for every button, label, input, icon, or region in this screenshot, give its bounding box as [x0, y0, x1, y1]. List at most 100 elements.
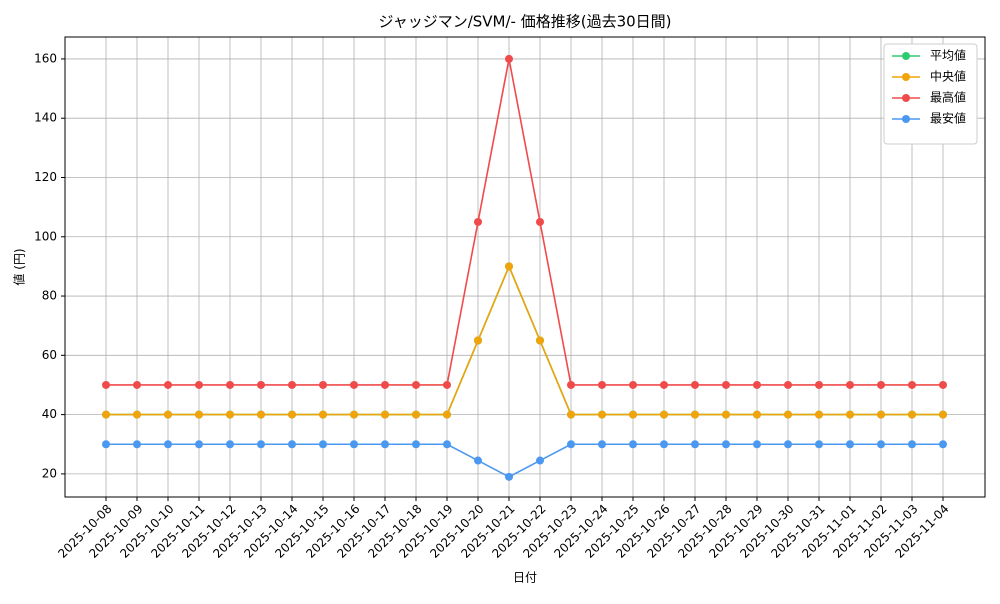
point [815, 440, 823, 449]
y-tick-label: 100 [34, 229, 57, 243]
data [102, 54, 947, 481]
point [381, 380, 389, 389]
point [288, 380, 296, 389]
point [846, 440, 854, 449]
point [381, 410, 389, 419]
point [164, 440, 172, 449]
point [939, 380, 947, 389]
point [226, 410, 234, 419]
y-tick-label: 140 [34, 111, 57, 125]
chart-title: ジャッジマン/SVM/- 価格推移(過去30日間) [378, 13, 671, 31]
point [257, 380, 265, 389]
point [350, 380, 358, 389]
point [846, 410, 854, 419]
point [691, 410, 699, 419]
point [908, 380, 916, 389]
point [598, 380, 606, 389]
point [784, 380, 792, 389]
point [908, 410, 916, 419]
point [536, 336, 544, 345]
y-tick-label: 60 [42, 348, 57, 362]
point [195, 410, 203, 419]
point [133, 380, 141, 389]
series-line [106, 264, 943, 416]
series-line [106, 443, 943, 478]
point [226, 440, 234, 449]
point [164, 380, 172, 389]
point [691, 380, 699, 389]
point [598, 440, 606, 449]
point [443, 440, 451, 449]
point [443, 410, 451, 419]
point [319, 380, 327, 389]
point [939, 410, 947, 419]
point [846, 380, 854, 389]
point [939, 440, 947, 449]
point [660, 380, 668, 389]
point [567, 410, 575, 419]
point [567, 440, 575, 449]
point [412, 410, 420, 419]
legend-marker [902, 52, 910, 60]
point [660, 410, 668, 419]
point [474, 456, 482, 465]
legend-label: 最安値 [930, 111, 966, 126]
point [536, 217, 544, 226]
point [412, 380, 420, 389]
point [350, 410, 358, 419]
y-tick-label: 120 [34, 170, 57, 184]
point [753, 410, 761, 419]
point [288, 410, 296, 419]
point [319, 440, 327, 449]
point [629, 410, 637, 419]
grid [65, 37, 985, 497]
y-tick-label: 80 [42, 289, 57, 303]
point [784, 410, 792, 419]
legend-marker [902, 94, 910, 102]
legend-label: 平均値 [930, 48, 966, 63]
point [722, 440, 730, 449]
point [257, 410, 265, 419]
point [753, 380, 761, 389]
point [195, 440, 203, 449]
point [536, 456, 544, 465]
y-tick-label: 160 [34, 51, 57, 65]
point [505, 472, 513, 481]
legend-marker [902, 115, 910, 123]
point [102, 440, 110, 449]
series-line [106, 58, 943, 386]
point [133, 440, 141, 449]
point [319, 410, 327, 419]
point [474, 217, 482, 226]
point [164, 410, 172, 419]
point [412, 440, 420, 449]
point [877, 380, 885, 389]
point [598, 410, 606, 419]
point [505, 262, 513, 271]
point [474, 336, 482, 345]
point [753, 440, 761, 449]
x-axis-label: 日付 [513, 571, 537, 585]
point [722, 380, 730, 389]
legend-marker [902, 73, 910, 81]
point [815, 410, 823, 419]
point [133, 410, 141, 419]
point [257, 440, 265, 449]
legend-label: 中央値 [930, 69, 966, 84]
series-line [106, 264, 943, 416]
point [908, 440, 916, 449]
legend-label: 最高値 [930, 90, 966, 105]
point [691, 440, 699, 449]
point [505, 54, 513, 63]
point [629, 380, 637, 389]
point [629, 440, 637, 449]
point [722, 410, 730, 419]
point [660, 440, 668, 449]
y-tick-label: 20 [42, 466, 57, 480]
plot-frame [64, 36, 986, 498]
point [102, 380, 110, 389]
point [443, 380, 451, 389]
y-axis-label: 値 (円) [12, 248, 27, 285]
point [226, 380, 234, 389]
